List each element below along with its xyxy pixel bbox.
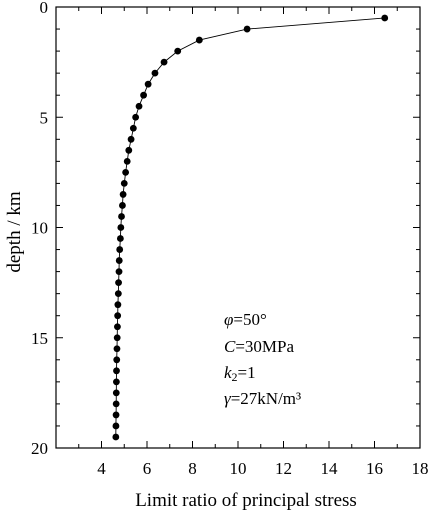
y-tick-label: 10 <box>31 219 48 238</box>
annotation-c: C=30MPa <box>224 337 295 356</box>
parameter-annotation: φ=50° C=30MPa k2=1 γ=27kN/m³ <box>224 310 301 408</box>
y-tick-label: 5 <box>40 108 49 127</box>
data-point <box>113 356 121 364</box>
data-point <box>113 334 121 342</box>
data-point <box>114 290 122 298</box>
data-point <box>125 146 133 154</box>
data-point <box>112 389 120 397</box>
data-point <box>144 80 152 88</box>
k-subscript: 2 <box>232 370 238 384</box>
gamma-value: =27kN/m³ <box>231 389 301 408</box>
data-point <box>118 213 125 220</box>
data-point <box>135 102 143 110</box>
data-point <box>113 378 120 386</box>
data-point <box>116 246 124 253</box>
data-point <box>381 14 389 22</box>
y-tick-label: 15 <box>31 329 48 348</box>
x-tick-label: 8 <box>188 459 197 478</box>
k-value: =1 <box>238 363 256 382</box>
data-point <box>140 91 147 99</box>
labels-layer: 4 6 8 10 12 14 16 18 0 5 10 15 20 <box>31 0 429 478</box>
x-tick-label: 10 <box>230 459 247 478</box>
data-point <box>114 323 121 331</box>
data-point <box>160 58 168 66</box>
y-axis-label: depth / km <box>4 191 25 272</box>
x-tick-label: 14 <box>321 459 339 478</box>
data-point <box>115 257 123 264</box>
phi-symbol: φ <box>224 310 233 329</box>
y-tick-label: 20 <box>31 439 48 458</box>
annotation-phi: φ=50° <box>224 310 267 329</box>
c-value: =30MPa <box>235 337 294 356</box>
data-point <box>116 235 124 242</box>
data-point <box>115 279 122 287</box>
c-symbol: C <box>224 337 236 356</box>
y-tick-label: 0 <box>40 0 49 17</box>
data-point <box>112 411 120 419</box>
x-tick-label: 4 <box>97 459 106 478</box>
x-tick-label: 16 <box>366 459 383 478</box>
data-point <box>115 268 123 275</box>
data-point <box>119 191 127 198</box>
x-tick-label: 18 <box>412 459 429 478</box>
gamma-symbol: γ <box>224 389 232 408</box>
data-point <box>114 312 122 320</box>
data-point <box>112 400 120 408</box>
data-point <box>117 224 125 231</box>
data-point <box>112 422 120 430</box>
data-point <box>113 367 120 375</box>
data-point <box>174 47 182 55</box>
data-point <box>122 168 130 176</box>
data-point <box>123 157 131 165</box>
data-point <box>132 113 140 121</box>
plot-frame <box>55 6 421 449</box>
data-point <box>129 124 137 132</box>
data-point <box>127 135 135 143</box>
data-point <box>120 180 128 187</box>
data-point <box>114 301 122 309</box>
x-tick-label: 12 <box>275 459 292 478</box>
annotation-gamma: γ=27kN/m³ <box>224 389 301 408</box>
data-point <box>151 69 159 77</box>
data-point <box>195 36 203 44</box>
phi-value: =50° <box>233 310 266 329</box>
annotation-k: k2=1 <box>224 363 256 384</box>
x-tick-label: 6 <box>143 459 152 478</box>
x-axis-label: Limit ratio of principal stress <box>135 490 357 511</box>
data-point <box>113 345 121 353</box>
k-symbol: k <box>224 363 232 382</box>
data-point <box>119 202 126 209</box>
data-point <box>243 25 251 33</box>
series-layer <box>112 14 389 441</box>
data-point <box>112 433 120 441</box>
